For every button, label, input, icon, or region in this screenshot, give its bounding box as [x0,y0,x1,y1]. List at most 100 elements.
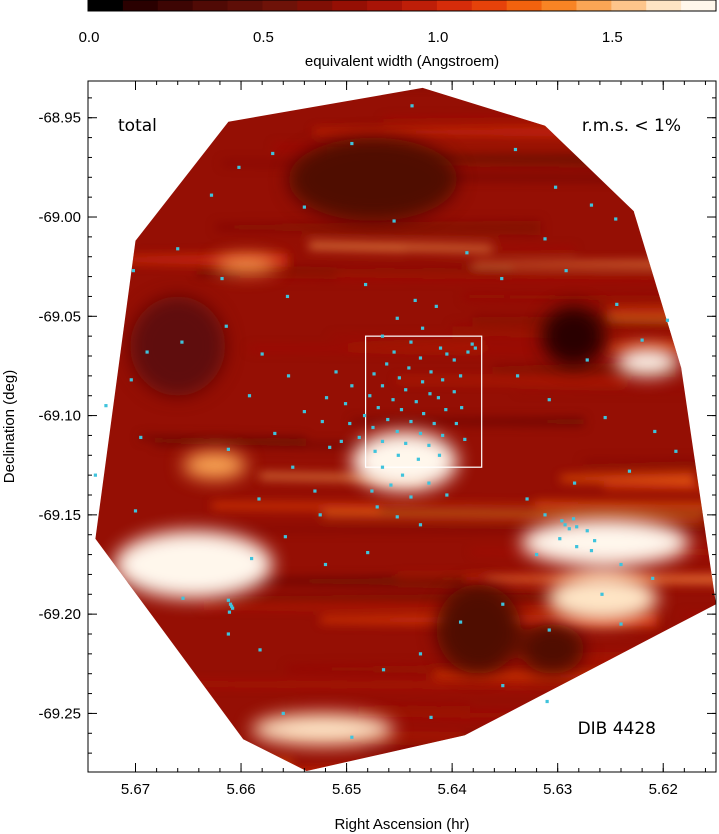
star-point [145,350,149,354]
colorbar-step [227,0,264,11]
star-point [575,545,579,549]
star-point [434,304,438,308]
star-point [575,525,579,529]
star-point [350,735,354,739]
star-point [368,394,372,398]
star-point [458,620,463,624]
star-point [258,648,262,652]
map-low-region [541,306,606,366]
x-tick-label: 5.66 [226,781,255,798]
star-point [473,346,477,350]
star-point [366,550,370,555]
map-panel: 5.67 5.66 5.65 5.64 5.63 5.62 -68.95 -69.00 -69… [1,80,717,833]
map-streak [223,765,570,771]
map-streak [351,417,584,426]
map-streak [361,747,716,755]
star-point [452,390,456,394]
colorbar-step [262,0,298,11]
star-point [429,370,433,374]
star-point [420,380,425,384]
star-point [653,429,657,434]
star-point [585,529,589,533]
map-streak [240,272,716,282]
colorbar-steps [88,0,717,11]
star-point [220,276,224,281]
star-point [452,358,456,362]
star-point [381,668,386,672]
x-tick-label: 5.64 [438,781,467,798]
star-point [466,350,470,354]
star-point [501,602,505,606]
x-tick-label: 5.63 [543,781,572,798]
star-point [409,419,413,424]
map-streak [605,686,716,696]
star-point [230,606,235,610]
colorbar-step [576,0,612,11]
star-point [454,421,458,426]
y-tick-label: -69.25 [38,705,81,722]
colorbar-step [646,0,682,11]
star-point [422,411,426,416]
star-point [313,489,317,493]
star-point [385,362,389,366]
star-point [553,185,558,189]
star-point [370,489,374,493]
y-tick-label: -69.05 [38,308,81,325]
star-point [418,431,423,436]
map-streak [379,507,716,518]
star-point [224,324,228,328]
star-point [328,445,332,449]
map-streak [516,387,716,393]
star-point [396,453,400,457]
star-point [444,408,448,412]
map-streak [706,329,716,344]
star-point [323,562,328,567]
map-low-regions [130,137,606,674]
star-point [414,400,418,404]
star-point [458,374,463,378]
star-point [418,356,423,360]
star-point [320,419,324,424]
star-point [418,523,423,527]
star-point [283,535,287,539]
star-point [560,519,564,523]
star-point [409,340,413,344]
star-point [436,396,441,400]
star-point [131,269,135,273]
map-streak [582,458,716,468]
star-point [501,684,505,688]
star-point [420,326,425,330]
star-point [375,505,379,509]
star-point [104,404,108,408]
star-point [392,350,396,354]
y-tick-label: -69.00 [38,209,81,226]
star-point [428,392,432,396]
star-point [543,513,547,517]
star-point [614,217,618,221]
star-point [380,439,385,443]
star-point [432,421,436,426]
star-point [525,497,529,501]
star-point [589,549,594,553]
star-point [410,104,414,108]
x-axis-ticks: 5.67 5.66 5.65 5.64 5.63 5.62 [121,81,706,798]
star-point [133,509,138,513]
star-point [585,358,589,362]
star-point [139,435,143,440]
star-point [237,165,241,169]
map-streak [404,247,575,253]
colorbar-step [297,0,333,11]
star-point [619,562,623,567]
panel-label-rms: r.m.s. < 1% [582,116,681,136]
colorbar-label: equivalent width (Angstroem) [305,53,499,70]
star-point [302,410,306,414]
y-tick-label: -69.20 [38,606,81,623]
star-point [372,372,376,376]
x-tick-label: 5.67 [121,781,150,798]
star-point [357,435,361,440]
star-point [593,539,597,543]
map-streak [239,265,513,274]
star-point [176,247,180,251]
star-point [348,421,352,426]
map-streak [549,87,678,96]
